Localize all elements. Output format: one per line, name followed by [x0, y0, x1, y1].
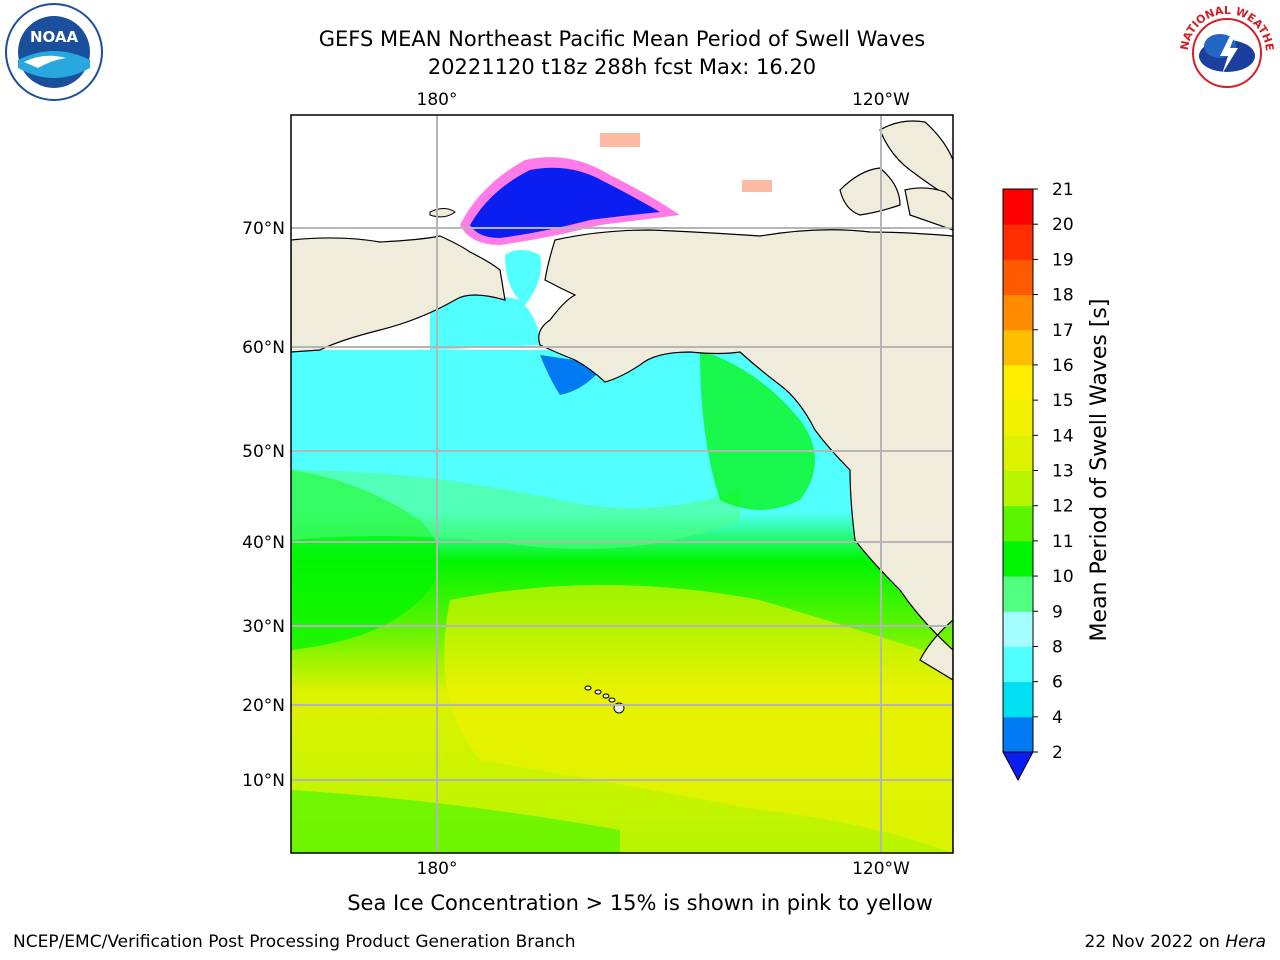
colorbar-tick-label: 17: [1052, 321, 1074, 341]
footer-producer: NCEP/EMC/Verification Post Processing Pr…: [13, 932, 576, 952]
colorbar-tick-label: 19: [1052, 250, 1074, 270]
colorbar-tick-label: 11: [1052, 532, 1074, 552]
colorbar-tick-label: 12: [1052, 497, 1074, 517]
lon-label-top-180: 180°: [417, 90, 458, 110]
colorbar-tick-label: 8: [1052, 637, 1063, 657]
chart-subtitle: 20221120 t18z 288h fcst Max: 16.20: [427, 55, 817, 79]
colorbar-extend-triangle: [1002, 751, 1034, 782]
lon-label-top-120w: 120°W: [852, 90, 910, 110]
colorbar-segment: [1003, 716, 1033, 753]
colorbar-tick-label: 15: [1052, 391, 1074, 411]
colorbar-segment: [1003, 364, 1033, 401]
colorbar-segment: [1003, 189, 1033, 225]
colorbar-segment: [1003, 400, 1033, 436]
map-plot-area: [291, 115, 953, 853]
colorbar: 2 4 6 8 9 10 11 12 13 14 15 16 17 18 19 20 21: [1002, 180, 1074, 782]
lat-label-20n: 20°N: [242, 696, 285, 716]
lat-label-50n: 50°N: [242, 442, 285, 462]
noaa-logo-text: NOAA: [30, 28, 79, 46]
colorbar-tick-label: 18: [1052, 286, 1074, 306]
colorbar-tick-label: 9: [1052, 602, 1063, 622]
colorbar-tick-label: 4: [1052, 708, 1063, 728]
colorbar-tick-label: 21: [1052, 180, 1074, 200]
colorbar-segment: [1003, 470, 1033, 507]
lat-label-70n: 70°N: [242, 219, 285, 239]
colorbar-segment: [1003, 505, 1033, 542]
colorbar-segment: [1003, 611, 1033, 647]
colorbar-tick-label: 13: [1052, 462, 1074, 482]
colorbar-label: Mean Period of Swell Waves [s]: [1087, 299, 1112, 642]
nws-logo: NATIONAL WEATHER SERVICE: [1176, 2, 1276, 102]
colorbar-tick-label: 2: [1052, 743, 1063, 763]
colorbar-tick-label: 14: [1052, 426, 1074, 446]
footer-machine: Hera: [1225, 932, 1266, 952]
colorbar-segment: [1003, 259, 1033, 296]
lon-label-bottom-120w: 120°W: [852, 859, 910, 879]
footer-date-text: 22 Nov 2022 on: [1084, 932, 1220, 952]
lat-label-40n: 40°N: [242, 533, 285, 553]
lat-label-30n: 30°N: [242, 617, 285, 637]
lat-label-10n: 10°N: [242, 771, 285, 791]
colorbar-segment: [1003, 224, 1033, 260]
colorbar-tick-label: 16: [1052, 356, 1074, 376]
land-siberia: [291, 235, 506, 353]
colorbar-segment: [1003, 576, 1033, 612]
sea-ice-low-period-zone: [470, 167, 660, 238]
colorbar-segment: [1003, 435, 1033, 471]
noaa-logo: NOAA: [5, 3, 103, 101]
lat-label-60n: 60°N: [242, 338, 285, 358]
lon-label-bottom-180: 180°: [417, 859, 458, 879]
footer-date: 22 Nov 2022 on Hera: [1084, 932, 1266, 952]
colorbar-segment: [1003, 329, 1033, 366]
colorbar-segment: [1003, 294, 1033, 331]
chart-title: GEFS MEAN Northeast Pacific Mean Period …: [318, 27, 926, 51]
colorbar-tick-label: 6: [1052, 673, 1063, 693]
sea-ice-note: Sea Ice Concentration > 15% is shown in …: [347, 891, 933, 915]
graticule: [291, 115, 953, 853]
colorbar-tick-label: 10: [1052, 567, 1074, 587]
land-north-america: [538, 229, 953, 853]
colorbar-tick-label: 20: [1052, 215, 1074, 235]
map-frame: [290, 114, 954, 854]
colorbar-segment: [1003, 681, 1033, 718]
colorbar-segment: [1003, 646, 1033, 683]
colorbar-segment: [1003, 540, 1033, 577]
